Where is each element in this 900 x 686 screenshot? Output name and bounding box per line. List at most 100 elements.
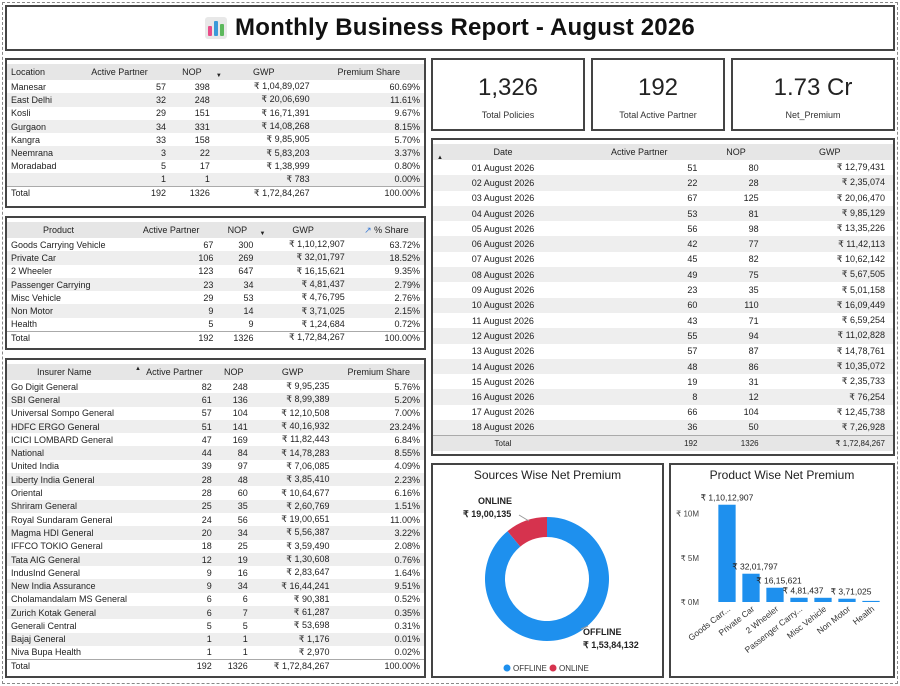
- table-row[interactable]: 1 1 ₹ 783 0.00%: [7, 173, 424, 187]
- table-row[interactable]: Health 5 9 ₹ 1,24,684 0.72%: [7, 318, 424, 331]
- table-cell: 0.00%: [313, 173, 424, 187]
- table-cell: 19: [215, 552, 252, 567]
- table-row[interactable]: IndusInd General 9 16 ₹ 2,83,647 1.64%: [7, 566, 424, 579]
- table-row[interactable]: Shriram General 25 35 ₹ 2,60,769 1.51%: [7, 499, 424, 513]
- table-row[interactable]: 02 August 2026 22 28 ₹ 2,35,074: [433, 175, 893, 191]
- col-header-premium-share[interactable]: Premium Share: [313, 64, 424, 80]
- col-header-share[interactable]: ↗ % Share: [348, 222, 424, 238]
- table-row[interactable]: Royal Sundaram General 24 56 ₹ 19,00,651 11.…: [7, 513, 424, 526]
- table-row[interactable]: 07 August 2026 45 82 ₹ 10,62,142: [433, 252, 893, 267]
- table-row[interactable]: New India Assurance 9 34 ₹ 16,44,241 9.51%: [7, 579, 424, 593]
- table-row[interactable]: Tata AIG General 12 19 ₹ 1,30,608 0.76%: [7, 552, 424, 567]
- table-cell: 34: [215, 579, 252, 593]
- table-row[interactable]: 12 August 2026 55 94 ₹ 11,02,828: [433, 328, 893, 344]
- table-row[interactable]: Kosli 29 151 ₹ 16,71,391 9.67%: [7, 107, 424, 120]
- table-row[interactable]: Niva Bupa Health 1 1 ₹ 2,970 0.02%: [7, 646, 424, 659]
- table-cell: 34: [217, 277, 258, 292]
- col-header-nop[interactable]: NOP: [169, 64, 214, 80]
- table-row[interactable]: National 44 84 ₹ 14,78,283 8.55%: [7, 446, 424, 460]
- bar[interactable]: [814, 597, 832, 602]
- col-header-insurer-name[interactable]: Insurer Name: [7, 364, 133, 380]
- col-header-active-partner[interactable]: Active Partner: [125, 222, 218, 238]
- col-header-location[interactable]: Location: [7, 64, 69, 80]
- bar[interactable]: [862, 600, 880, 602]
- table-cell: 11.61%: [313, 93, 424, 107]
- table-row[interactable]: Kangra 33 158 ₹ 9,85,905 5.70%: [7, 133, 424, 146]
- table-row[interactable]: East Delhi 32 248 ₹ 20,06,690 11.61%: [7, 93, 424, 107]
- col-header-gwp[interactable]: GWP: [251, 364, 334, 380]
- table-row[interactable]: 15 August 2026 19 31 ₹ 2,35,733: [433, 374, 893, 389]
- bar[interactable]: [790, 597, 808, 602]
- bar[interactable]: [742, 573, 760, 602]
- table-cell: 33: [155, 134, 166, 145]
- col-header-nop[interactable]: NOP: [215, 364, 252, 380]
- table-row[interactable]: Go Digit General 82 248 ₹ 9,95,235 5.76%: [7, 380, 424, 393]
- table-row[interactable]: ICICI LOMBARD General 47 169 ₹ 11,82,443 6.8…: [7, 433, 424, 446]
- col-header-active-partner[interactable]: Active Partner: [69, 64, 170, 80]
- col-header-nop[interactable]: NOP: [705, 144, 767, 160]
- table-row[interactable]: 06 August 2026 42 77 ₹ 11,42,113: [433, 236, 893, 252]
- table-row[interactable]: 17 August 2026 66 104 ₹ 12,45,738: [433, 405, 893, 420]
- table-row[interactable]: Neemrana 3 22 ₹ 5,83,203 3.37%: [7, 146, 424, 160]
- table-cell: 9.67%: [394, 108, 420, 119]
- table-cell: ₹ 1,24,684: [301, 318, 345, 329]
- table-row[interactable]: Liberty India General 28 48 ₹ 3,85,410 2.23%: [7, 473, 424, 487]
- table-row[interactable]: 2 Wheeler 123 647 ₹ 16,15,621 9.35%: [7, 265, 424, 278]
- col-header-product[interactable]: Product: [7, 222, 125, 238]
- bar[interactable]: [766, 587, 784, 602]
- col-header-active-partner[interactable]: ▲ Active Partner: [133, 364, 216, 380]
- table-row[interactable]: Private Car 106 269 ₹ 32,01,797 18.52%: [7, 251, 424, 265]
- table-row[interactable]: Generali Central 5 5 ₹ 53,698 0.31%: [7, 619, 424, 632]
- table-row[interactable]: 04 August 2026 53 81 ₹ 9,85,129: [433, 205, 893, 222]
- table-cell: 0.80%: [394, 161, 420, 172]
- table-row[interactable]: 10 August 2026 60 110 ₹ 16,09,449: [433, 297, 893, 313]
- donut-slice-offline[interactable]: [485, 517, 609, 641]
- table-row[interactable]: 13 August 2026 57 87 ₹ 14,78,761: [433, 344, 893, 359]
- col-header-premium-share[interactable]: Premium Share: [333, 364, 424, 380]
- table-row[interactable]: Cholamandalam MS General 6 6 ₹ 90,381 0.52%: [7, 593, 424, 606]
- legend-offline[interactable]: OFFLINE: [513, 664, 547, 673]
- table-cell: 53: [573, 205, 706, 222]
- offline-value: ₹ 1,53,84,132: [583, 640, 639, 650]
- table-row[interactable]: 03 August 2026 67 125 ₹ 20,06,470: [433, 191, 893, 206]
- col-header-gwp[interactable]: GWP: [766, 144, 893, 160]
- table-row[interactable]: 16 August 2026 8 12 ₹ 76,254: [433, 389, 893, 405]
- table-row[interactable]: IFFCO TOKIO General 18 25 ₹ 3,59,490 2.08%: [7, 540, 424, 553]
- table-row[interactable]: Gurgaon 34 331 ₹ 14,08,268 8.15%: [7, 119, 424, 134]
- table-cell: ₹ 6,59,254: [841, 315, 885, 326]
- table-row[interactable]: Goods Carrying Vehicle 67 300 ₹ 1,10,12,907…: [7, 238, 424, 251]
- col-header-nop[interactable]: NOP: [217, 222, 258, 238]
- legend-online[interactable]: ONLINE: [559, 664, 589, 673]
- col-header-gwp[interactable]: ▼ GWP: [257, 222, 349, 238]
- table-row[interactable]: Universal Sompo General 57 104 ₹ 12,10,508 7…: [7, 407, 424, 420]
- table-row[interactable]: HDFC ERGO General 51 141 ₹ 40,16,932 23.24%: [7, 419, 424, 434]
- table-row[interactable]: 14 August 2026 48 86 ₹ 10,35,072: [433, 358, 893, 375]
- table-row[interactable]: 11 August 2026 43 71 ₹ 6,59,254: [433, 313, 893, 328]
- table-cell: 2.15%: [348, 304, 424, 318]
- table-row[interactable]: Oriental 28 60 ₹ 10,64,677 6.16%: [7, 486, 424, 499]
- table-row[interactable]: 18 August 2026 36 50 ₹ 7,26,928: [433, 420, 893, 436]
- table-row[interactable]: Zurich Kotak General 6 7 ₹ 61,287 0.35%: [7, 606, 424, 620]
- total-cell: Total: [7, 330, 125, 345]
- table-row[interactable]: Non Motor 9 14 ₹ 3,71,025 2.15%: [7, 304, 424, 318]
- table-row[interactable]: 09 August 2026 23 35 ₹ 5,01,158: [433, 282, 893, 297]
- table-row[interactable]: SBI General 61 136 ₹ 8,99,389 5.20%: [7, 393, 424, 407]
- table-row[interactable]: Moradabad 5 17 ₹ 1,38,999 0.80%: [7, 160, 424, 173]
- col-header-active-partner[interactable]: Active Partner: [573, 144, 706, 160]
- table-row[interactable]: Passenger Carrying 23 34 ₹ 4,81,437 2.79%: [7, 277, 424, 292]
- bar[interactable]: [838, 598, 856, 602]
- table-row[interactable]: Manesar 57 398 ₹ 1,04,89,027 60.69%: [7, 80, 424, 93]
- table-row[interactable]: United India 39 97 ₹ 7,06,085 4.09%: [7, 460, 424, 473]
- table-row[interactable]: 08 August 2026 49 75 ₹ 5,67,505: [433, 267, 893, 283]
- table-row[interactable]: Magma HDI General 20 34 ₹ 5,56,387 3.22%: [7, 526, 424, 540]
- table-row[interactable]: Bajaj General 1 1 ₹ 1,176 0.01%: [7, 632, 424, 646]
- table-row[interactable]: 01 August 2026 51 80 ₹ 12,79,431: [433, 160, 893, 175]
- col-header-date[interactable]: ▲ Date: [433, 144, 573, 161]
- bar[interactable]: [718, 504, 736, 602]
- col-header-gwp[interactable]: ▼ GWP: [213, 64, 314, 80]
- table-cell: Tata AIG General: [7, 552, 133, 567]
- table-cell: 2.23%: [333, 473, 424, 487]
- donut-slice-online[interactable]: [507, 517, 547, 547]
- table-row[interactable]: Misc Vehicle 29 53 ₹ 4,76,795 2.76%: [7, 291, 424, 304]
- table-row[interactable]: 05 August 2026 56 98 ₹ 13,35,226: [433, 221, 893, 236]
